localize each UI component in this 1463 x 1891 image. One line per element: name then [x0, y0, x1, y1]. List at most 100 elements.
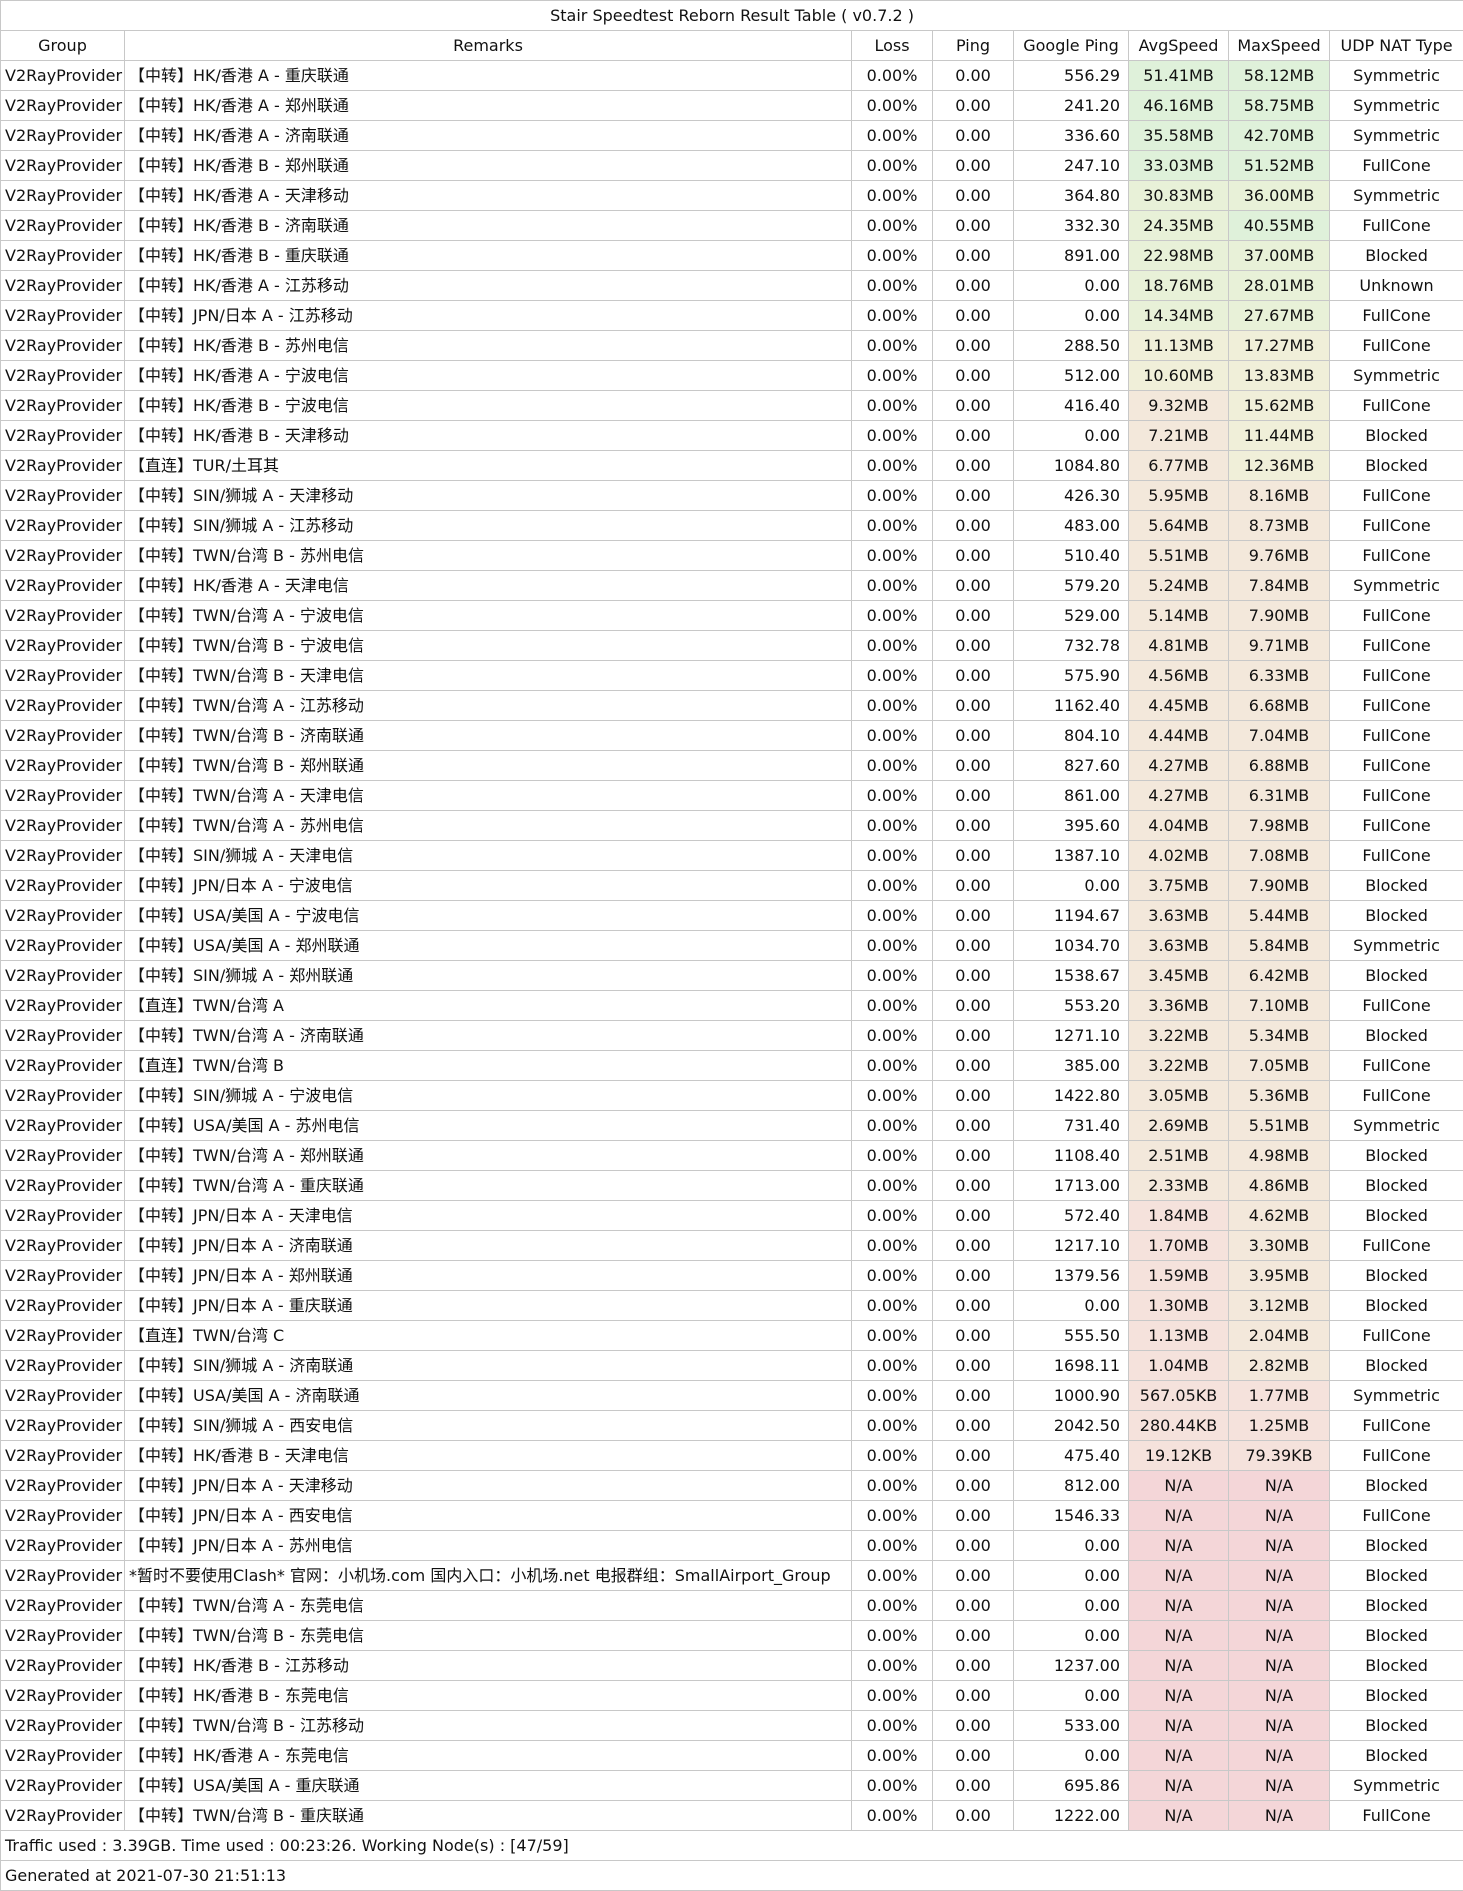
- cell-ping: 0.00: [933, 1621, 1014, 1651]
- cell-group: V2RayProvider: [1, 1021, 125, 1051]
- cell-ping: 0.00: [933, 271, 1014, 301]
- cell-max-speed: 7.10MB: [1229, 991, 1330, 1021]
- cell-avg-speed: 2.51MB: [1129, 1141, 1229, 1171]
- cell-avg-speed: 1.70MB: [1129, 1231, 1229, 1261]
- cell-udp-nat-type: FullCone: [1330, 151, 1463, 181]
- cell-loss: 0.00%: [852, 1471, 933, 1501]
- cell-google-ping: 812.00: [1014, 1471, 1129, 1501]
- cell-avg-speed: 3.45MB: [1129, 961, 1229, 991]
- cell-udp-nat-type: FullCone: [1330, 1081, 1463, 1111]
- cell-loss: 0.00%: [852, 601, 933, 631]
- cell-remarks: 【中转】TWN/台湾 B - 济南联通: [125, 721, 852, 751]
- cell-loss: 0.00%: [852, 361, 933, 391]
- cell-udp-nat-type: FullCone: [1330, 1501, 1463, 1531]
- footer-summary-row: Traffic used : 3.39GB. Time used : 00:23…: [1, 1831, 1463, 1861]
- cell-group: V2RayProvider: [1, 331, 125, 361]
- cell-ping: 0.00: [933, 541, 1014, 571]
- cell-ping: 0.00: [933, 1171, 1014, 1201]
- cell-avg-speed: N/A: [1129, 1711, 1229, 1741]
- cell-remarks: 【中转】HK/香港 B - 江苏移动: [125, 1651, 852, 1681]
- cell-loss: 0.00%: [852, 331, 933, 361]
- cell-max-speed: N/A: [1229, 1561, 1330, 1591]
- cell-google-ping: 0.00: [1014, 1591, 1129, 1621]
- cell-ping: 0.00: [933, 1801, 1014, 1831]
- cell-max-speed: N/A: [1229, 1531, 1330, 1561]
- cell-remarks: 【中转】TWN/台湾 B - 东莞电信: [125, 1621, 852, 1651]
- cell-group: V2RayProvider: [1, 1771, 125, 1801]
- cell-avg-speed: 51.41MB: [1129, 61, 1229, 91]
- cell-remarks: 【中转】SIN/狮城 A - 济南联通: [125, 1351, 852, 1381]
- cell-group: V2RayProvider: [1, 1111, 125, 1141]
- cell-ping: 0.00: [933, 871, 1014, 901]
- cell-ping: 0.00: [933, 91, 1014, 121]
- cell-google-ping: 1034.70: [1014, 931, 1129, 961]
- cell-ping: 0.00: [933, 1021, 1014, 1051]
- cell-udp-nat-type: Blocked: [1330, 1141, 1463, 1171]
- table-row: V2RayProvider*暂时不要使用Clash* 官网：小机场.com 国内…: [1, 1561, 1463, 1591]
- cell-max-speed: 5.36MB: [1229, 1081, 1330, 1111]
- cell-remarks: 【中转】TWN/台湾 B - 重庆联通: [125, 1801, 852, 1831]
- cell-max-speed: 9.76MB: [1229, 541, 1330, 571]
- cell-udp-nat-type: Unknown: [1330, 271, 1463, 301]
- cell-loss: 0.00%: [852, 1411, 933, 1441]
- cell-max-speed: 58.75MB: [1229, 91, 1330, 121]
- cell-loss: 0.00%: [852, 151, 933, 181]
- cell-group: V2RayProvider: [1, 691, 125, 721]
- cell-remarks: 【中转】SIN/狮城 A - 江苏移动: [125, 511, 852, 541]
- cell-group: V2RayProvider: [1, 61, 125, 91]
- cell-group: V2RayProvider: [1, 1681, 125, 1711]
- cell-loss: 0.00%: [852, 1801, 933, 1831]
- cell-ping: 0.00: [933, 691, 1014, 721]
- cell-max-speed: 8.16MB: [1229, 481, 1330, 511]
- cell-max-speed: 7.98MB: [1229, 811, 1330, 841]
- cell-ping: 0.00: [933, 1381, 1014, 1411]
- cell-group: V2RayProvider: [1, 361, 125, 391]
- cell-ping: 0.00: [933, 481, 1014, 511]
- cell-max-speed: N/A: [1229, 1711, 1330, 1741]
- cell-loss: 0.00%: [852, 421, 933, 451]
- cell-group: V2RayProvider: [1, 1471, 125, 1501]
- cell-udp-nat-type: FullCone: [1330, 541, 1463, 571]
- cell-udp-nat-type: Blocked: [1330, 961, 1463, 991]
- cell-udp-nat-type: FullCone: [1330, 1321, 1463, 1351]
- cell-max-speed: 3.12MB: [1229, 1291, 1330, 1321]
- cell-ping: 0.00: [933, 1201, 1014, 1231]
- cell-avg-speed: 2.33MB: [1129, 1171, 1229, 1201]
- cell-ping: 0.00: [933, 1081, 1014, 1111]
- header-ping: Ping: [933, 31, 1014, 61]
- cell-ping: 0.00: [933, 991, 1014, 1021]
- cell-udp-nat-type: Blocked: [1330, 901, 1463, 931]
- cell-google-ping: 0.00: [1014, 1531, 1129, 1561]
- cell-udp-nat-type: Blocked: [1330, 1531, 1463, 1561]
- cell-google-ping: 572.40: [1014, 1201, 1129, 1231]
- cell-udp-nat-type: Blocked: [1330, 1351, 1463, 1381]
- cell-udp-nat-type: Symmetric: [1330, 1111, 1463, 1141]
- cell-remarks: 【中转】JPN/日本 A - 济南联通: [125, 1231, 852, 1261]
- cell-ping: 0.00: [933, 601, 1014, 631]
- cell-avg-speed: 5.64MB: [1129, 511, 1229, 541]
- cell-remarks: 【中转】TWN/台湾 B - 天津电信: [125, 661, 852, 691]
- cell-ping: 0.00: [933, 1681, 1014, 1711]
- cell-loss: 0.00%: [852, 721, 933, 751]
- cell-group: V2RayProvider: [1, 1621, 125, 1651]
- cell-remarks: 【中转】HK/香港 A - 东莞电信: [125, 1741, 852, 1771]
- cell-avg-speed: 4.81MB: [1129, 631, 1229, 661]
- cell-avg-speed: 5.24MB: [1129, 571, 1229, 601]
- cell-ping: 0.00: [933, 661, 1014, 691]
- cell-avg-speed: 2.69MB: [1129, 1111, 1229, 1141]
- cell-avg-speed: N/A: [1129, 1591, 1229, 1621]
- cell-udp-nat-type: FullCone: [1330, 811, 1463, 841]
- cell-loss: 0.00%: [852, 1711, 933, 1741]
- cell-google-ping: 891.00: [1014, 241, 1129, 271]
- cell-remarks: 【中转】USA/美国 A - 宁波电信: [125, 901, 852, 931]
- cell-max-speed: 4.98MB: [1229, 1141, 1330, 1171]
- cell-google-ping: 416.40: [1014, 391, 1129, 421]
